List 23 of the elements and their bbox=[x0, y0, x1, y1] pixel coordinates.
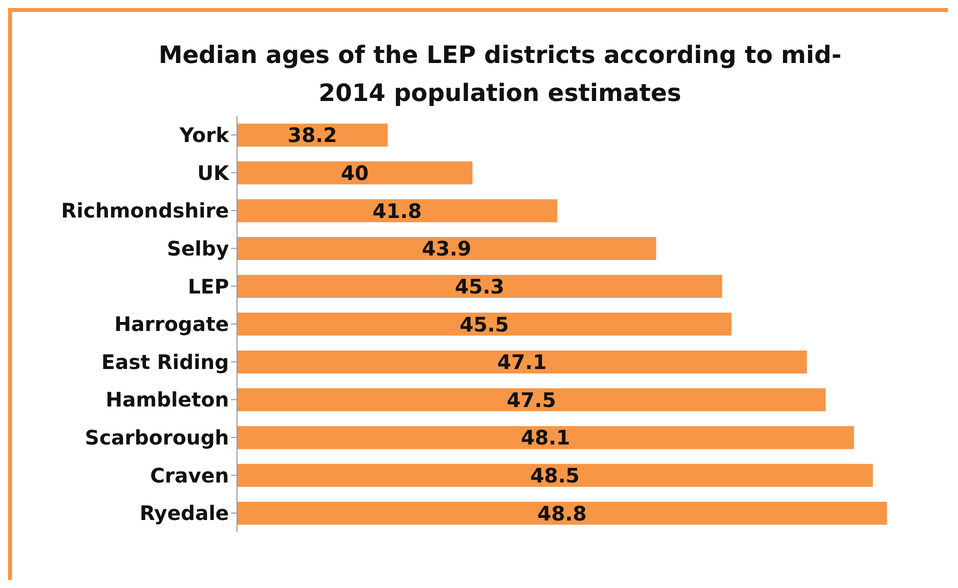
y-tick-label: UK bbox=[197, 160, 230, 185]
y-tick-label: Hambleton bbox=[106, 388, 229, 412]
chart-title: Median ages of the LEP districts according to mid-2014 population estimates bbox=[158, 40, 842, 109]
data-label: 45.5 bbox=[460, 312, 509, 336]
data-label: 41.8 bbox=[372, 198, 422, 223]
y-tick-label: York bbox=[178, 123, 230, 148]
y-tick-label: Ryedale bbox=[140, 501, 229, 526]
data-label: 47.5 bbox=[506, 388, 556, 412]
data-label: 40 bbox=[340, 160, 369, 185]
data-label: 43.9 bbox=[422, 236, 472, 261]
y-tick-label: LEP bbox=[188, 274, 229, 298]
data-label: 48.5 bbox=[530, 464, 580, 488]
y-tick-label: Craven bbox=[150, 463, 229, 488]
y-tick-label: Harrogate bbox=[114, 312, 229, 336]
y-tick-label: Selby bbox=[166, 236, 229, 260]
data-label: 48.8 bbox=[537, 501, 587, 526]
y-tick-label: Richmondshire bbox=[61, 198, 229, 223]
y-tick-label: Scarborough bbox=[84, 426, 229, 450]
data-label: 38.2 bbox=[288, 123, 338, 148]
data-label: 48.1 bbox=[520, 426, 570, 450]
data-label: 47.1 bbox=[497, 350, 547, 374]
data-label: 45.3 bbox=[454, 274, 504, 298]
y-tick-label: East Riding bbox=[101, 350, 229, 374]
